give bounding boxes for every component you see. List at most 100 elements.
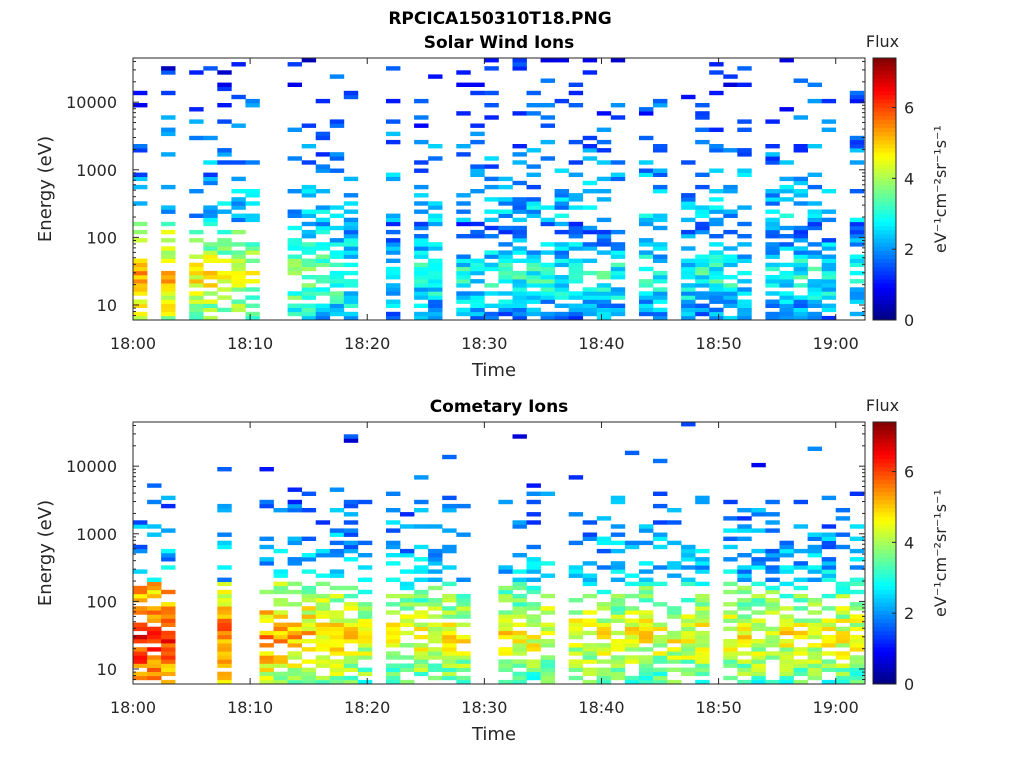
heatmap-cell <box>821 291 837 296</box>
heatmap-cell <box>315 246 331 251</box>
heatmap-cell <box>526 491 541 496</box>
heatmap-cell <box>737 630 752 636</box>
heatmap-cell <box>821 209 837 214</box>
heatmap-cell <box>653 217 668 223</box>
heatmap-cell <box>442 548 457 554</box>
heatmap-cell <box>315 307 331 313</box>
heatmap-cell <box>568 291 584 296</box>
heatmap-cell <box>526 557 541 562</box>
heatmap-cell <box>540 491 555 496</box>
heatmap-cell <box>821 258 837 263</box>
heatmap-cell <box>653 144 668 149</box>
heatmap-cell <box>498 667 513 672</box>
heatmap-cell <box>849 491 865 496</box>
heatmap-cell <box>217 86 232 92</box>
heatmap-cell <box>231 176 246 182</box>
heatmap-cell <box>737 270 752 276</box>
heatmap-cell <box>793 148 808 153</box>
heatmap-cell <box>596 618 612 623</box>
colorbar-step <box>873 123 896 128</box>
heatmap-cell <box>287 270 302 276</box>
heatmap-cell <box>526 291 541 296</box>
heatmap-cell <box>849 679 865 685</box>
colorbar-step <box>873 209 896 214</box>
heatmap-cell <box>793 193 808 198</box>
heatmap-cell <box>301 569 317 574</box>
heatmap-cell <box>639 634 654 640</box>
heatmap-cell <box>639 589 654 595</box>
heatmap-cell <box>301 315 317 321</box>
heatmap-cell <box>526 283 541 288</box>
heatmap-cell <box>765 499 780 505</box>
heatmap-cell <box>807 655 822 660</box>
heatmap-cell <box>231 189 246 194</box>
heatmap-cell <box>161 614 176 619</box>
heatmap-cell <box>779 160 794 165</box>
heatmap-cell <box>779 614 794 619</box>
heatmap-cell <box>484 58 499 63</box>
heatmap-cell <box>484 90 499 96</box>
heatmap-cell <box>695 221 710 227</box>
heatmap-cell <box>301 258 317 263</box>
heatmap-cell <box>610 532 626 537</box>
heatmap-cell <box>596 651 612 656</box>
heatmap-cell <box>751 639 766 644</box>
heatmap-cell <box>273 569 288 574</box>
heatmap-cell <box>582 593 598 599</box>
heatmap-cell <box>161 548 176 554</box>
heatmap-cell <box>568 262 584 268</box>
heatmap-cell <box>133 144 148 149</box>
heatmap-cell <box>596 671 612 677</box>
heatmap-cell <box>315 593 331 599</box>
heatmap-cell <box>540 283 555 288</box>
heatmap-cell <box>653 148 668 153</box>
heatmap-cell <box>386 643 401 648</box>
heatmap-cell <box>765 634 780 640</box>
heatmap-cell <box>723 544 738 550</box>
heatmap-cell <box>498 610 513 615</box>
heatmap-cell <box>315 131 331 137</box>
heatmap-cell <box>498 589 513 595</box>
heatmap-cell <box>695 630 710 636</box>
heatmap-cell <box>357 553 373 558</box>
heatmap-cell <box>329 295 345 300</box>
heatmap-cell <box>568 675 584 681</box>
heatmap-cell <box>765 246 780 251</box>
heatmap-cell <box>821 246 837 251</box>
heatmap-cell <box>793 189 808 194</box>
heatmap-cell <box>554 275 569 280</box>
colorbar-step <box>873 234 896 239</box>
heatmap-cell <box>456 606 471 611</box>
heatmap-cell <box>779 299 794 304</box>
heatmap-cell <box>343 626 359 632</box>
heatmap-cell <box>484 115 499 120</box>
heatmap-cell <box>821 315 837 321</box>
heatmap-cell <box>203 258 218 263</box>
heatmap-cell <box>512 593 527 599</box>
colorbar-step <box>873 667 896 673</box>
heatmap-cell <box>189 262 204 268</box>
heatmap-cell <box>428 307 443 313</box>
heatmap-cell <box>610 606 626 611</box>
heatmap-cell <box>414 659 429 664</box>
heatmap-cell <box>357 634 373 640</box>
heatmap-cell <box>568 647 584 652</box>
heatmap-cell <box>779 659 794 664</box>
colorbar-step <box>873 442 896 447</box>
heatmap-cell <box>400 524 415 529</box>
heatmap-cell <box>723 528 738 533</box>
heatmap-cell <box>610 540 626 546</box>
heatmap-cell <box>231 123 246 128</box>
heatmap-cell <box>667 508 682 513</box>
heatmap-cell <box>681 246 696 251</box>
heatmap-cell <box>568 540 584 546</box>
heatmap-cell <box>582 58 598 63</box>
heatmap-cell <box>428 606 443 611</box>
heatmap-cell <box>681 422 696 427</box>
plot-frame <box>132 421 866 685</box>
heatmap-cell <box>849 225 865 231</box>
heatmap-cell <box>526 148 541 153</box>
heatmap-cell <box>386 663 401 668</box>
heatmap-cell <box>512 250 527 255</box>
colorbar-step <box>873 532 896 538</box>
